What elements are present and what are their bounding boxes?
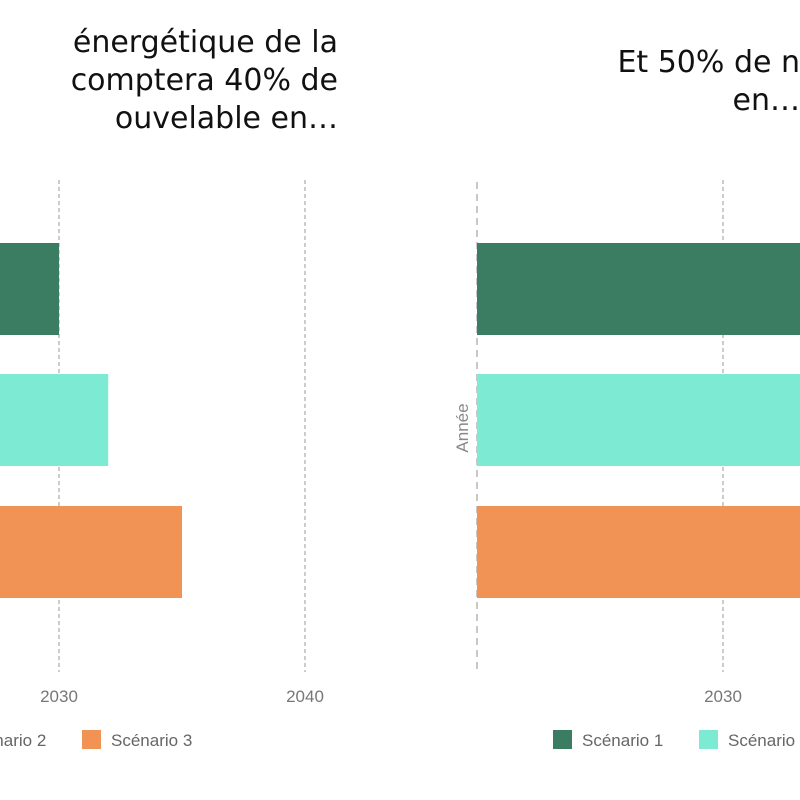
x-tick-label: 2030 xyxy=(704,687,742,706)
legend-label: Scénario 2 xyxy=(728,731,800,750)
chart-title-line: ouvelable en… xyxy=(115,101,338,136)
legend-label: Scénario 3 xyxy=(111,731,192,750)
legend-swatch xyxy=(699,730,718,749)
y-axis-label: Année xyxy=(453,403,472,452)
x-tick-label: 2040 xyxy=(286,687,324,706)
bar-2 xyxy=(477,374,800,466)
x-tick-label: 2030 xyxy=(40,687,78,706)
bar-1 xyxy=(0,243,59,335)
bar-3 xyxy=(477,506,800,598)
legend-label: Scénario 1 xyxy=(582,731,663,750)
bar-1 xyxy=(477,243,800,335)
chart-title-line: comptera 40% de xyxy=(71,63,338,98)
bar-2 xyxy=(0,374,109,466)
chart-title-line: énergétique de la xyxy=(73,25,338,60)
chart-title-line: Et 50% de n xyxy=(617,45,800,80)
chart-title-line: en… xyxy=(733,83,800,118)
legend-label: Scénario 2 xyxy=(0,731,46,750)
legend-swatch xyxy=(82,730,101,749)
bar-3 xyxy=(0,506,182,598)
legend-swatch xyxy=(553,730,572,749)
